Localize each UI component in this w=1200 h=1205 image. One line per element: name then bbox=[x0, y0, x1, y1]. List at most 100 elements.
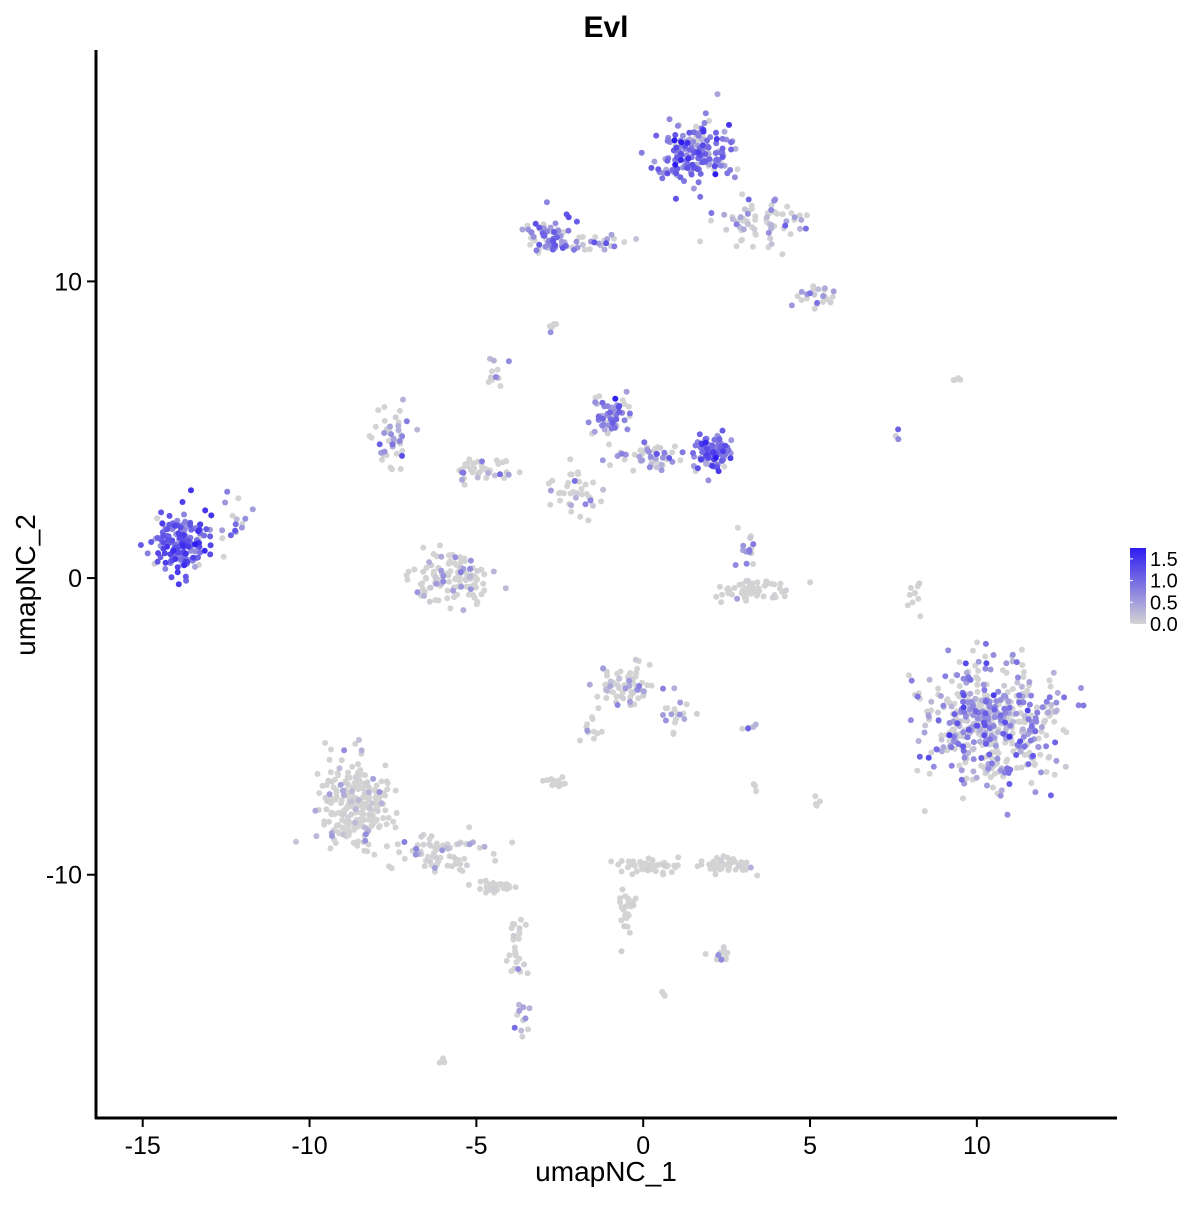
cell-point bbox=[376, 789, 383, 795]
cell-point bbox=[526, 1005, 533, 1012]
cell-point bbox=[505, 471, 512, 478]
cell-point bbox=[515, 966, 522, 972]
cell-point bbox=[942, 673, 949, 680]
cell-point bbox=[392, 414, 399, 421]
cell-point bbox=[711, 163, 718, 170]
cell-point bbox=[461, 481, 468, 488]
cell-point bbox=[503, 957, 510, 964]
cell-point bbox=[203, 526, 210, 533]
cell-point bbox=[699, 142, 706, 149]
cell-point bbox=[207, 542, 214, 549]
cell-point bbox=[672, 132, 679, 138]
cell-point bbox=[726, 121, 732, 128]
cell-point bbox=[674, 862, 681, 869]
cell-point bbox=[336, 765, 343, 772]
cell-point bbox=[195, 528, 202, 535]
cell-point bbox=[571, 246, 577, 253]
cell-point bbox=[516, 469, 523, 476]
cell-point bbox=[376, 824, 382, 831]
cell-point bbox=[728, 146, 735, 153]
cell-point bbox=[990, 652, 997, 658]
cell-point bbox=[557, 497, 563, 504]
cell-point bbox=[1051, 771, 1058, 778]
cell-point bbox=[935, 709, 941, 716]
cell-point bbox=[604, 672, 610, 679]
cell-point bbox=[601, 246, 608, 253]
cell-point bbox=[819, 298, 826, 305]
cell-point bbox=[384, 780, 391, 787]
cell-point bbox=[390, 818, 397, 825]
cell-point bbox=[625, 403, 632, 410]
cell-point bbox=[694, 465, 701, 472]
cell-point bbox=[937, 693, 944, 699]
cell-point bbox=[693, 710, 700, 717]
cell-point bbox=[1017, 738, 1024, 745]
cell-point bbox=[974, 688, 981, 695]
cell-point bbox=[716, 864, 723, 871]
cell-point bbox=[702, 110, 709, 117]
cell-point bbox=[813, 802, 820, 809]
cell-point bbox=[450, 587, 457, 594]
cell-point bbox=[420, 544, 427, 551]
cell-point bbox=[638, 149, 645, 156]
cell-point bbox=[510, 932, 517, 939]
cell-point bbox=[991, 714, 998, 721]
cell-point bbox=[1024, 687, 1031, 694]
cell-point bbox=[660, 712, 666, 718]
cell-point bbox=[660, 685, 666, 692]
cell-point bbox=[387, 423, 393, 430]
cell-point bbox=[1046, 753, 1053, 760]
cell-point bbox=[313, 833, 320, 840]
cell-point bbox=[509, 920, 516, 927]
cell-point bbox=[704, 137, 710, 144]
cell-point bbox=[438, 553, 445, 560]
cell-point bbox=[361, 847, 368, 854]
cell-point bbox=[956, 659, 963, 665]
y-tick-label: 0 bbox=[68, 565, 82, 593]
cell-point bbox=[559, 774, 566, 781]
cell-point bbox=[568, 508, 575, 515]
cell-point bbox=[327, 845, 334, 852]
cell-point bbox=[917, 613, 924, 620]
cell-point bbox=[520, 1004, 527, 1011]
cell-point bbox=[1043, 769, 1050, 775]
cell-point bbox=[970, 745, 977, 752]
cell-point bbox=[180, 532, 187, 538]
cell-point bbox=[695, 132, 702, 139]
cell-point bbox=[536, 241, 543, 248]
cell-point bbox=[989, 784, 996, 791]
cell-point bbox=[332, 840, 339, 846]
cell-point bbox=[688, 171, 695, 178]
cell-point bbox=[524, 970, 531, 977]
cell-point bbox=[950, 738, 957, 745]
cell-point bbox=[655, 166, 662, 173]
cell-point bbox=[659, 175, 666, 182]
cell-point bbox=[731, 584, 738, 591]
cell-point bbox=[742, 861, 749, 868]
cell-point bbox=[692, 442, 699, 449]
cell-point bbox=[623, 388, 630, 395]
cell-point bbox=[394, 841, 401, 848]
legend-break-label: 0.0 bbox=[1150, 614, 1178, 636]
cell-point bbox=[249, 506, 256, 513]
cell-point bbox=[683, 701, 690, 708]
cell-point bbox=[352, 774, 359, 780]
cell-point bbox=[985, 765, 992, 772]
cell-point bbox=[583, 491, 590, 497]
cell-point bbox=[724, 170, 731, 177]
cell-point bbox=[426, 836, 433, 842]
cell-point bbox=[752, 721, 759, 728]
cell-point bbox=[753, 788, 760, 795]
cell-point bbox=[666, 455, 673, 461]
cell-point bbox=[345, 769, 352, 776]
cell-point bbox=[603, 695, 610, 701]
cell-point bbox=[567, 490, 574, 497]
cell-point bbox=[1028, 723, 1035, 730]
cell-point bbox=[718, 956, 725, 963]
cell-point bbox=[381, 430, 388, 436]
cell-point bbox=[426, 598, 433, 605]
cell-point bbox=[413, 845, 420, 852]
cell-point bbox=[625, 896, 632, 902]
cell-point bbox=[981, 687, 988, 693]
cell-point bbox=[591, 735, 597, 742]
